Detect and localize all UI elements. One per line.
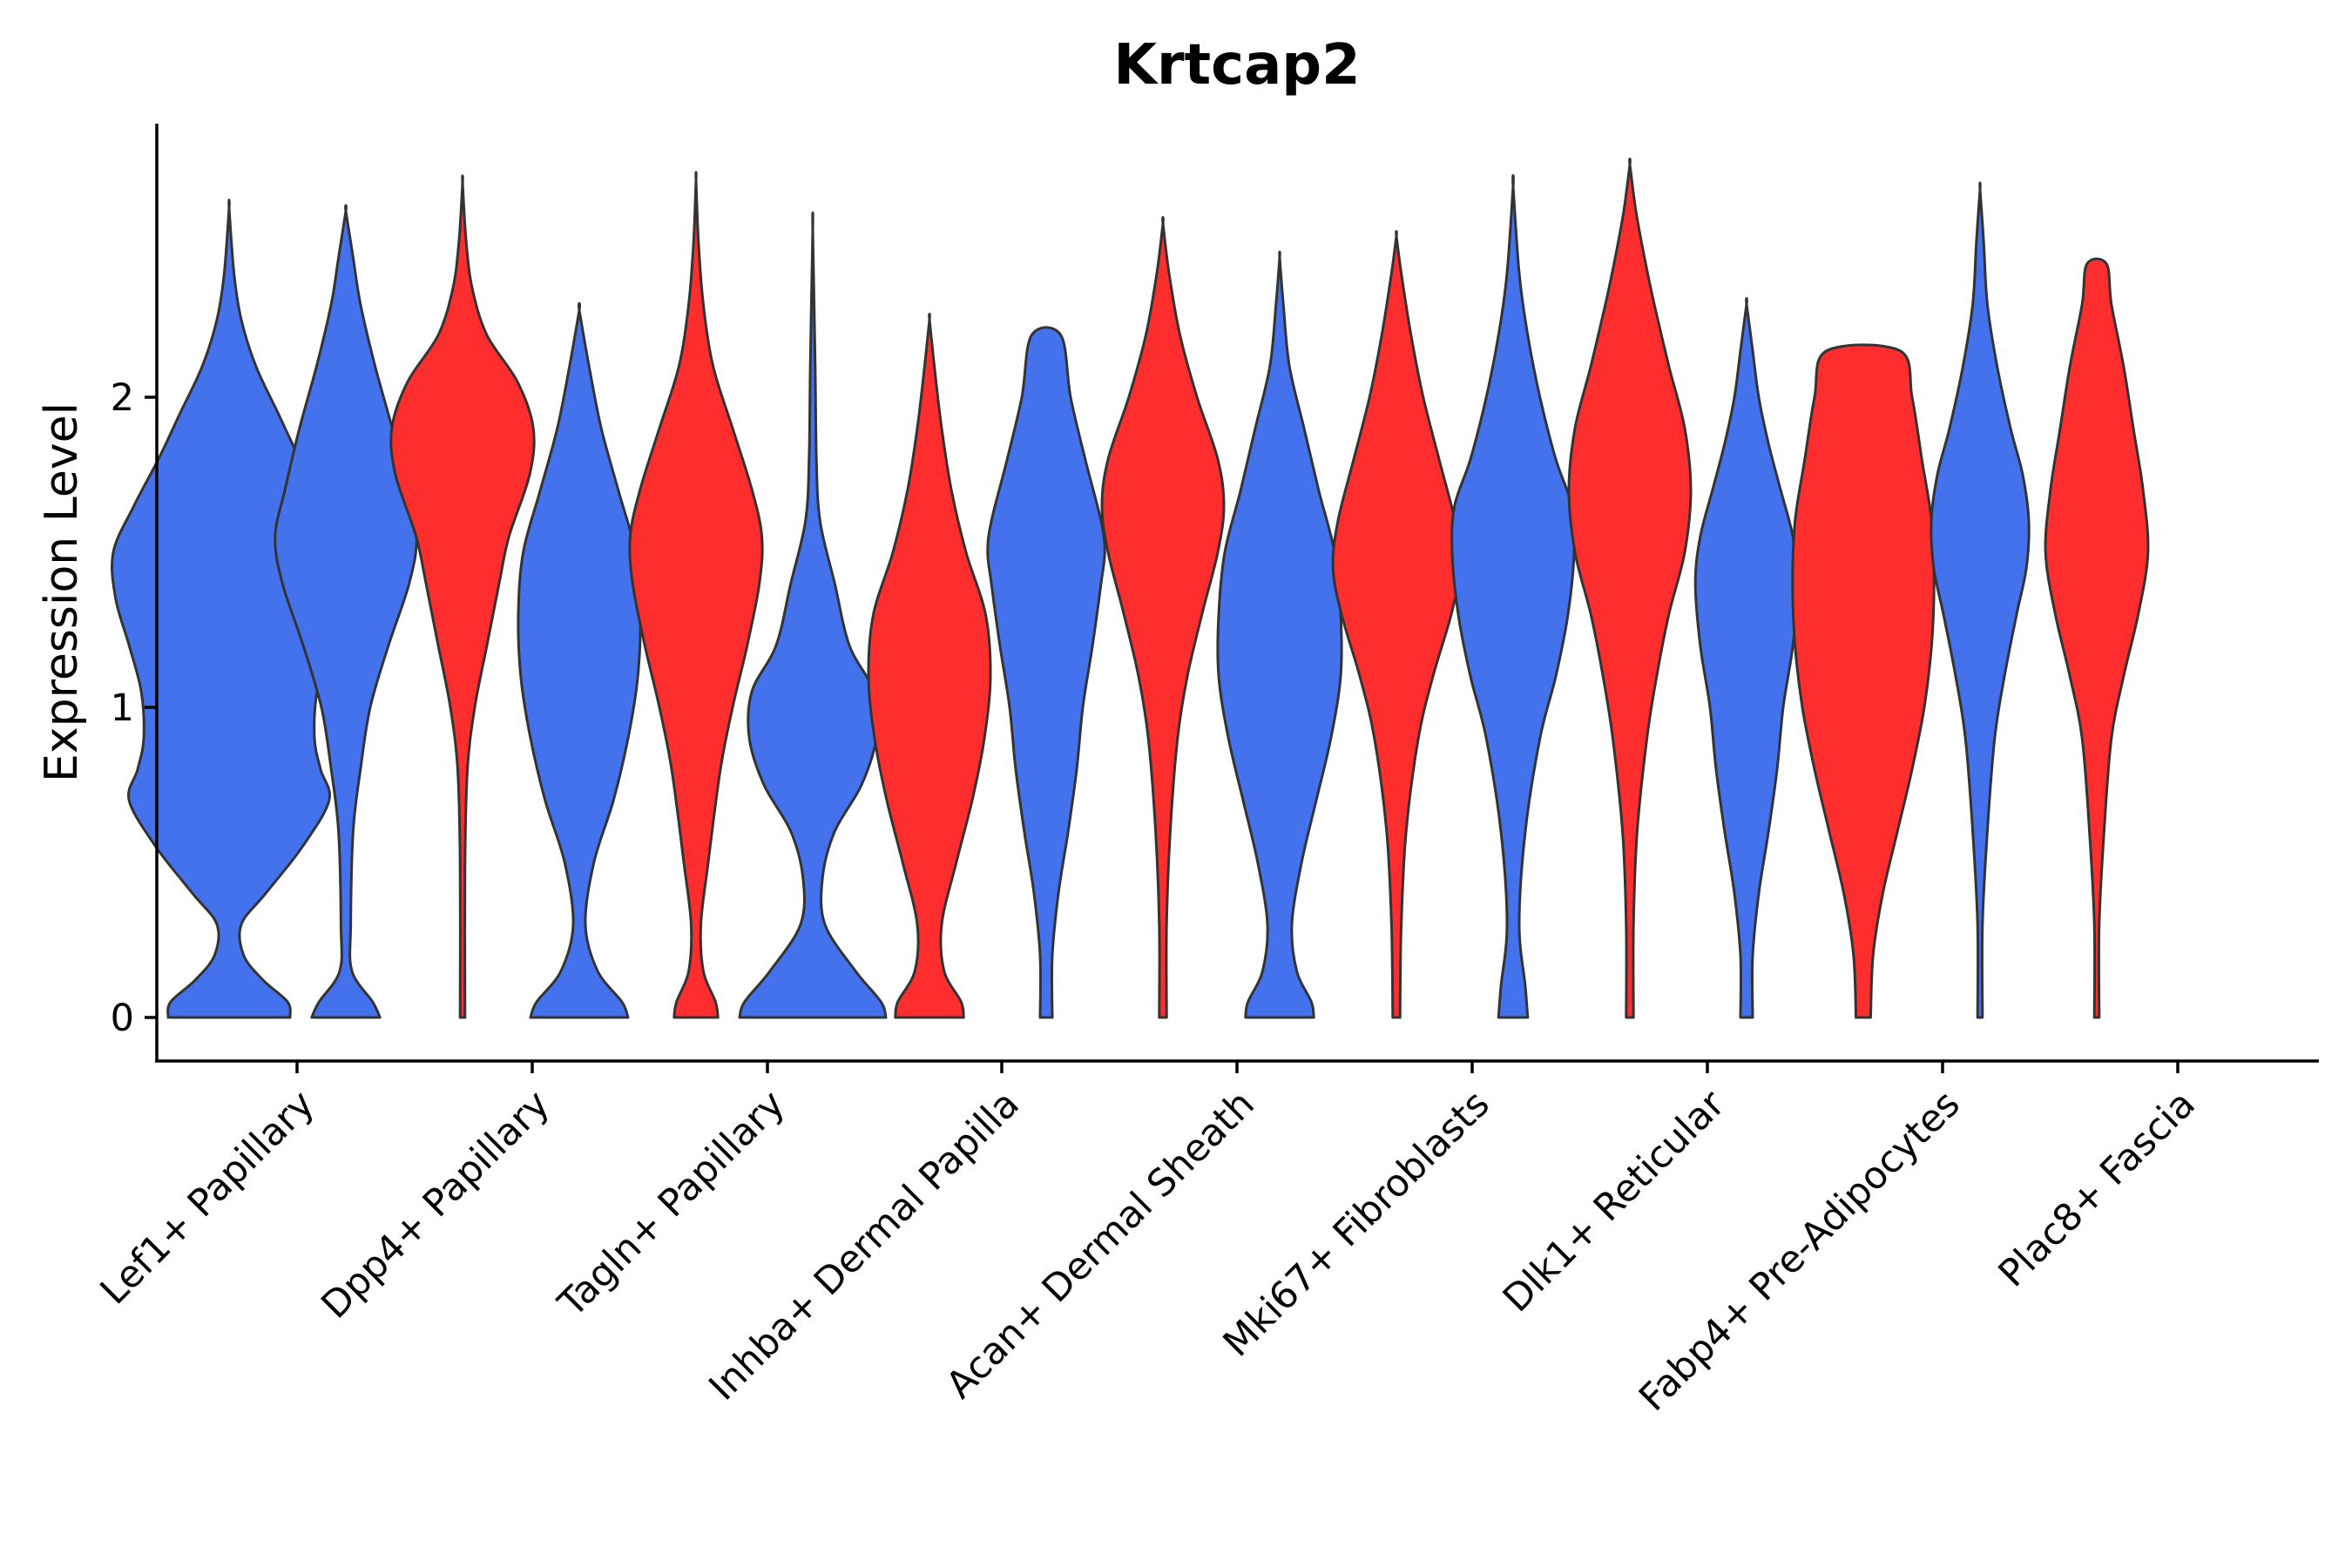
violin-1 xyxy=(274,204,418,1019)
x-tick-label: Tagln+ Papillary xyxy=(550,1082,794,1326)
x-tick-label: Dlk1+ Reticular xyxy=(1495,1082,1734,1321)
violin-5 xyxy=(738,211,888,1019)
violin-2 xyxy=(389,174,536,1019)
violin-7 xyxy=(986,326,1106,1019)
violin-0 xyxy=(111,199,348,1019)
violin-10 xyxy=(1331,230,1462,1019)
violin-4 xyxy=(628,171,764,1019)
y-axis-label: Expression Level xyxy=(36,402,88,782)
y-ticks: 0 1 2 xyxy=(111,376,157,1040)
violin-9 xyxy=(1216,250,1343,1019)
x-tick-label: Mki67+ Fibroblasts xyxy=(1215,1082,1498,1365)
y-tick-label: 2 xyxy=(111,376,134,420)
x-tick-label: Dpp4+ Papillary xyxy=(314,1082,558,1327)
violin-12 xyxy=(1567,157,1693,1019)
violin-3 xyxy=(517,301,642,1019)
violin-14 xyxy=(1791,343,1936,1019)
violin-layer xyxy=(111,157,2150,1019)
y-tick-label: 0 xyxy=(111,997,134,1040)
violin-13 xyxy=(1693,297,1800,1019)
violin-6 xyxy=(867,312,992,1019)
violin-16 xyxy=(2044,257,2150,1019)
chart-title: Krtcap2 xyxy=(1113,33,1360,98)
x-tick-label: Plac8+ Fascia xyxy=(1990,1082,2204,1295)
y-tick-label: 1 xyxy=(111,686,134,730)
violin-15 xyxy=(1930,181,2031,1019)
x-tick-label: Lef1+ Papillary xyxy=(92,1082,323,1313)
violin-11 xyxy=(1450,173,1576,1019)
violin-8 xyxy=(1100,215,1226,1019)
